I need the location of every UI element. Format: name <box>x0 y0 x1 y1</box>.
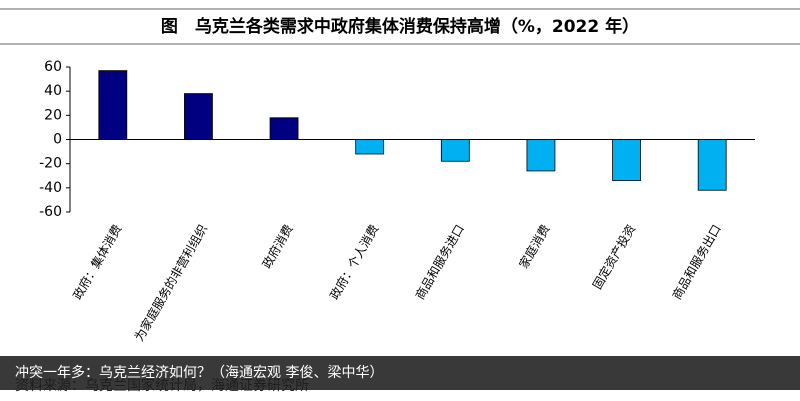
x-tick-label: 固定资产投资 <box>589 222 638 292</box>
bar <box>184 93 213 140</box>
x-tick-label: 政府：集体消费 <box>69 222 124 302</box>
caption: 冲突一年多：乌克兰经济如何？（海通宏观 李俊、梁中华） <box>15 364 383 381</box>
bar <box>269 117 299 140</box>
bar <box>440 139 470 162</box>
bar <box>526 139 556 172</box>
chart-title: 图 乌克兰各类需求中政府集体消费保持高增（%，2022 年） <box>161 16 639 37</box>
y-tick-label: -60 <box>39 204 62 220</box>
y-tick-label: 40 <box>44 83 62 99</box>
y-tick-label: 60 <box>44 59 62 75</box>
bar <box>355 139 385 155</box>
bar <box>98 70 128 140</box>
y-tick-label: -20 <box>39 156 62 172</box>
x-tick-label: 政府消费 <box>259 222 296 271</box>
x-tick-label: 家庭消费 <box>516 222 553 271</box>
y-tick-label: 0 <box>53 132 62 148</box>
x-tick-label: 为家庭服务的非营利组织 <box>131 222 210 344</box>
caption-bar <box>0 356 800 390</box>
bar <box>612 139 641 181</box>
x-tick-label: 政府：个人消费 <box>326 222 381 302</box>
y-tick-label: 20 <box>44 107 62 123</box>
plot: -60 -40 -20 0 20 40 60 政府：集体消费 为家庭服务的非营利组织 政府消费 政府… <box>39 59 755 344</box>
x-tick-label: 商品和服务出口 <box>669 222 724 302</box>
y-tick-label: -40 <box>39 180 62 196</box>
x-tick-label: 商品和服务进口 <box>412 222 467 302</box>
bar <box>697 139 727 191</box>
